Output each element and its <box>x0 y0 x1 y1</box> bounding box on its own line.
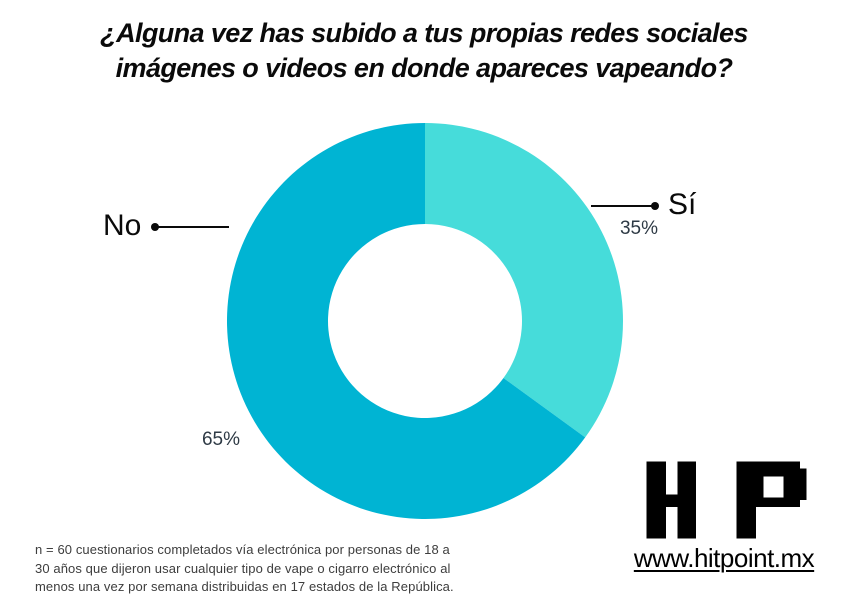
page-title-line-2: imágenes o videos en donde apareces vape… <box>115 53 733 83</box>
hp-logo-monogram <box>646 461 807 539</box>
page-title: ¿Alguna vez has subido a tus propias red… <box>0 16 848 86</box>
footnote-line-1: n = 60 cuestionarios completados vía ele… <box>35 542 450 557</box>
pie-slice-no <box>226 122 586 519</box>
logo-website-link[interactable]: www.hitpoint.mx <box>633 543 815 573</box>
logo-h-left-bar <box>646 461 666 539</box>
no-leader-dot <box>151 223 159 231</box>
logo-p-counter <box>763 476 784 498</box>
logo-p-stem <box>736 461 756 539</box>
footnote: n = 60 cuestionarios completados vía ele… <box>35 541 454 597</box>
si-leader-dot <box>651 202 659 210</box>
pct-no: 65% <box>201 429 241 450</box>
donut-slices <box>226 122 623 519</box>
logo-h-right-bar <box>677 461 696 539</box>
pct-si: 35% <box>619 218 659 239</box>
page-title-line-1: ¿Alguna vez has subido a tus propias red… <box>100 18 748 48</box>
logo-p-notch <box>800 468 807 500</box>
label-no: No <box>103 209 142 242</box>
footnote-line-3: menos una vez por semana distribuidas en… <box>35 579 454 594</box>
label-si: Sí <box>668 188 697 221</box>
footnote-line-2: 30 años que dijeron usar cualquier tipo … <box>35 560 451 576</box>
logo-h-mid-bar <box>666 494 678 507</box>
pie-slice-si <box>425 123 623 438</box>
